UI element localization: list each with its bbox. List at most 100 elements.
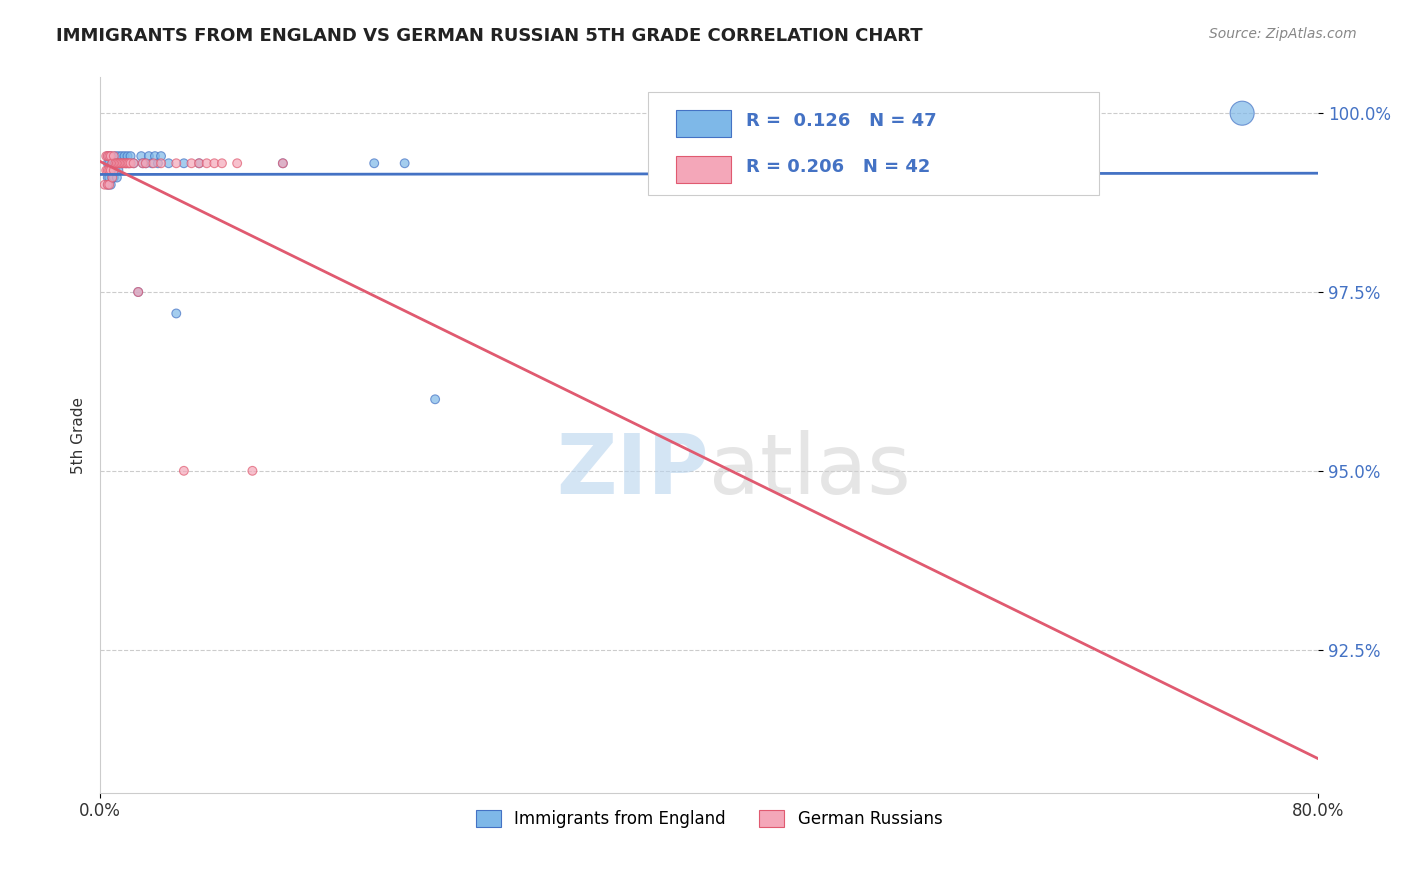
Point [96,149,118,163]
Point [165,306,187,320]
Point [394,156,416,170]
Point [363,156,385,170]
Point [111,156,134,170]
Point [114,156,136,170]
Point [271,156,294,170]
Point [1230,106,1253,120]
Point [107,163,129,178]
Point [98,163,121,178]
Point [97,170,120,185]
Point [195,156,218,170]
Point [101,170,124,185]
Point [271,156,294,170]
Point [97,156,120,170]
Text: atlas: atlas [709,430,911,511]
Point [117,156,139,170]
Point [100,163,122,178]
Point [188,156,211,170]
Point [180,156,202,170]
Point [142,156,165,170]
Point [138,149,160,163]
Point [93,178,115,192]
Point [98,178,121,192]
Point [146,156,169,170]
Point [211,156,233,170]
Point [242,464,264,478]
Point [97,149,120,163]
Point [122,156,145,170]
Y-axis label: 5th Grade: 5th Grade [72,397,86,474]
Point [103,156,125,170]
Point [173,156,195,170]
Point [135,156,157,170]
Point [127,285,149,299]
Point [103,163,125,178]
FancyBboxPatch shape [676,110,731,136]
Text: Source: ZipAtlas.com: Source: ZipAtlas.com [1209,27,1357,41]
Point [107,156,129,170]
Point [97,163,120,178]
Text: R = 0.206   N = 42: R = 0.206 N = 42 [745,158,931,176]
Point [150,149,173,163]
Point [100,163,122,178]
Point [173,464,195,478]
Point [105,156,128,170]
Point [114,149,136,163]
Point [115,156,138,170]
Point [118,156,141,170]
Point [97,178,120,192]
Point [143,149,166,163]
Point [122,156,145,170]
Point [202,156,225,170]
Point [117,149,139,163]
Point [103,170,125,185]
Point [100,149,122,163]
Point [101,156,124,170]
Point [423,392,446,407]
FancyBboxPatch shape [676,156,731,183]
Point [104,156,127,170]
Text: IMMIGRANTS FROM ENGLAND VS GERMAN RUSSIAN 5TH GRADE CORRELATION CHART: IMMIGRANTS FROM ENGLAND VS GERMAN RUSSIA… [56,27,922,45]
Point [98,163,121,178]
Point [132,156,155,170]
Point [157,156,180,170]
Point [150,156,173,170]
Point [111,156,134,170]
Text: R =  0.126   N = 47: R = 0.126 N = 47 [745,112,936,130]
Point [132,156,155,170]
Point [110,149,132,163]
Point [115,156,138,170]
Point [129,149,152,163]
Point [110,156,132,170]
Point [103,149,125,163]
Point [98,170,121,185]
Point [104,149,127,163]
Point [120,149,142,163]
Point [104,163,127,178]
Point [120,156,142,170]
Point [97,149,120,163]
Point [135,156,157,170]
Text: ZIP: ZIP [557,430,709,511]
Point [100,149,122,163]
Point [226,156,249,170]
Point [108,156,131,170]
Point [108,156,131,170]
Point [118,156,141,170]
FancyBboxPatch shape [648,92,1099,195]
Point [98,156,121,170]
Point [188,156,211,170]
Point [101,156,124,170]
Point [101,170,124,185]
Point [141,156,163,170]
Point [105,170,128,185]
Point [105,156,128,170]
Point [97,178,120,192]
Point [96,163,118,178]
Point [165,156,187,170]
Point [98,149,121,163]
Point [127,285,149,299]
Legend: Immigrants from England, German Russians: Immigrants from England, German Russians [470,803,949,834]
Point [100,178,122,192]
Point [107,149,129,163]
